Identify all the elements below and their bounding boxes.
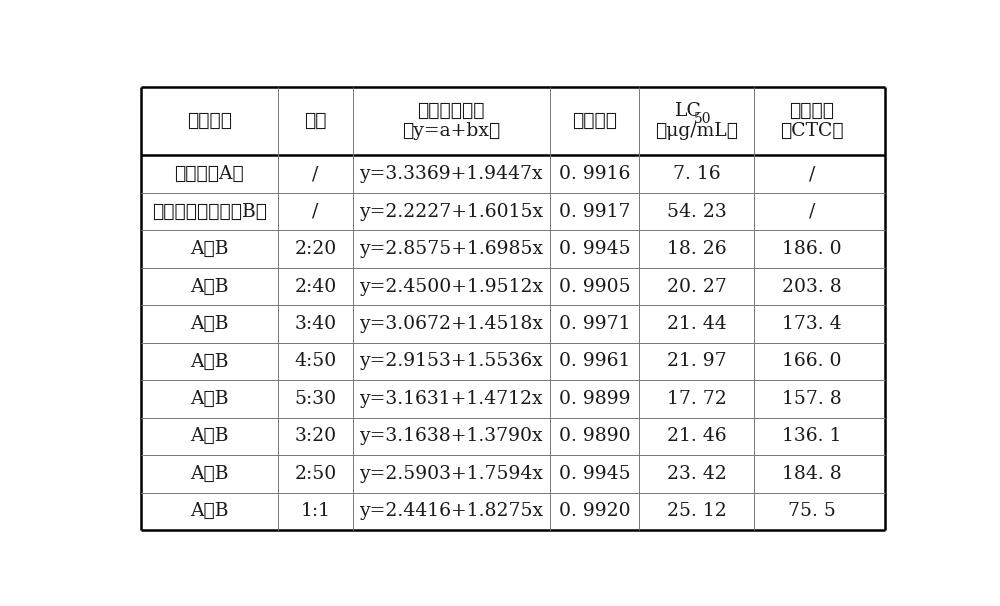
Text: 4:50: 4:50 <box>294 353 336 370</box>
Text: A：B: A：B <box>190 465 229 483</box>
Text: y=2.8575+1.6985x: y=2.8575+1.6985x <box>359 240 543 258</box>
Text: A：B: A：B <box>190 240 229 258</box>
Text: A：B: A：B <box>190 278 229 296</box>
Text: y=3.3369+1.9447x: y=3.3369+1.9447x <box>359 165 543 183</box>
Text: 5:30: 5:30 <box>294 390 336 408</box>
Text: 2:40: 2:40 <box>294 278 336 296</box>
Text: 184. 8: 184. 8 <box>782 465 842 483</box>
Text: y=3.0672+1.4518x: y=3.0672+1.4518x <box>359 315 543 333</box>
Text: 186. 0: 186. 0 <box>782 240 842 258</box>
Text: 20. 27: 20. 27 <box>667 278 727 296</box>
Text: LC: LC <box>675 102 702 120</box>
Text: 0. 9917: 0. 9917 <box>559 202 630 221</box>
Text: 2:50: 2:50 <box>294 465 336 483</box>
Text: A：B: A：B <box>190 427 229 445</box>
Text: y=2.9153+1.5536x: y=2.9153+1.5536x <box>359 353 543 370</box>
Text: /: / <box>312 202 319 221</box>
Text: 供试药剂: 供试药剂 <box>187 112 232 130</box>
Text: 17. 72: 17. 72 <box>667 390 727 408</box>
Text: 0. 9961: 0. 9961 <box>559 353 630 370</box>
Text: 50: 50 <box>694 112 712 126</box>
Text: 23. 42: 23. 42 <box>667 465 727 483</box>
Text: 0. 9920: 0. 9920 <box>559 502 630 521</box>
Text: 相关系数: 相关系数 <box>572 112 617 130</box>
Text: y=2.5903+1.7594x: y=2.5903+1.7594x <box>359 465 543 483</box>
Text: 0. 9945: 0. 9945 <box>559 240 630 258</box>
Text: y=2.2227+1.6015x: y=2.2227+1.6015x <box>359 202 543 221</box>
Text: A：B: A：B <box>190 315 229 333</box>
Text: A：B: A：B <box>190 502 229 521</box>
Text: /: / <box>312 165 319 183</box>
Text: 0. 9916: 0. 9916 <box>559 165 630 183</box>
Text: y=3.1631+1.4712x: y=3.1631+1.4712x <box>359 390 543 408</box>
Text: 1:1: 1:1 <box>300 502 330 521</box>
Text: （CTC）: （CTC） <box>780 122 844 141</box>
Text: 2:20: 2:20 <box>294 240 336 258</box>
Text: 3:20: 3:20 <box>294 427 336 445</box>
Text: 0. 9905: 0. 9905 <box>559 278 630 296</box>
Text: 25. 12: 25. 12 <box>667 502 727 521</box>
Text: （y=a+bx）: （y=a+bx） <box>402 122 500 141</box>
Text: 136. 1: 136. 1 <box>782 427 842 445</box>
Text: A：B: A：B <box>190 390 229 408</box>
Text: 苦参碱（A）: 苦参碱（A） <box>174 165 244 183</box>
Text: 共毒系数: 共毒系数 <box>789 102 834 120</box>
Text: 0. 9890: 0. 9890 <box>559 427 630 445</box>
Text: 173. 4: 173. 4 <box>782 315 842 333</box>
Text: /: / <box>809 165 815 183</box>
Text: 75. 5: 75. 5 <box>788 502 836 521</box>
Text: 配比: 配比 <box>304 112 327 130</box>
Text: /: / <box>809 202 815 221</box>
Text: 166. 0: 166. 0 <box>782 353 842 370</box>
Text: 203. 8: 203. 8 <box>782 278 842 296</box>
Text: y=2.4500+1.9512x: y=2.4500+1.9512x <box>359 278 543 296</box>
Text: 18. 26: 18. 26 <box>667 240 726 258</box>
Text: y=3.1638+1.3790x: y=3.1638+1.3790x <box>359 427 543 445</box>
Text: 21. 44: 21. 44 <box>667 315 727 333</box>
Text: 157. 8: 157. 8 <box>782 390 842 408</box>
Text: 0. 9899: 0. 9899 <box>559 390 630 408</box>
Text: 0. 9945: 0. 9945 <box>559 465 630 483</box>
Text: 3:40: 3:40 <box>294 315 336 333</box>
Text: （μg/mL）: （μg/mL） <box>655 122 738 141</box>
Text: A：B: A：B <box>190 353 229 370</box>
Text: y=2.4416+1.8275x: y=2.4416+1.8275x <box>359 502 543 521</box>
Text: 54. 23: 54. 23 <box>667 202 727 221</box>
Text: 0. 9971: 0. 9971 <box>559 315 630 333</box>
Text: 21. 46: 21. 46 <box>667 427 726 445</box>
Text: 7. 16: 7. 16 <box>673 165 720 183</box>
Text: 紫茎泽兰提取液（B）: 紫茎泽兰提取液（B） <box>152 202 267 221</box>
Text: 21. 97: 21. 97 <box>667 353 726 370</box>
Text: 毒力回归曲线: 毒力回归曲线 <box>417 102 485 120</box>
